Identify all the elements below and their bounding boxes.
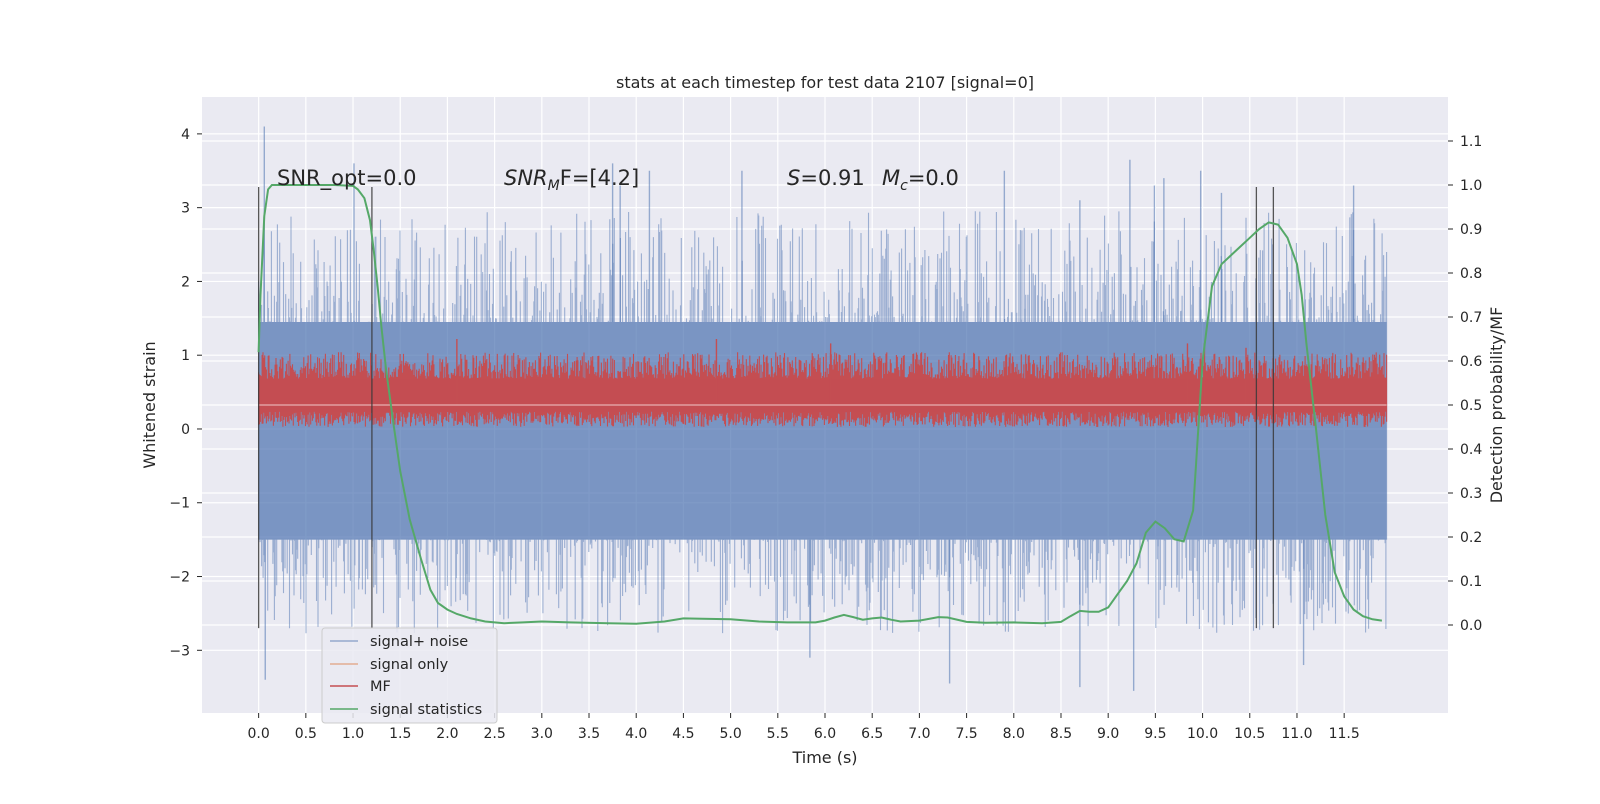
legend: signal+ noise signal only MF signal stat… [321,627,498,724]
x-tick-label: 0.0 [248,726,270,742]
mf-series [258,339,1388,427]
y-right-tick-label: 1.1 [1460,134,1482,150]
annotation-snr-opt: SNR_opt=0.0 [277,166,417,191]
y-left-tick-label: −1 [169,496,190,512]
y-right-tick-label: 0.9 [1460,222,1482,238]
legend-box [321,627,498,724]
y-right-tick-label: 0.1 [1460,574,1482,590]
statistics-line [257,184,1383,625]
y-right-tick-label: 0.6 [1460,354,1482,370]
y-left-tick-label: −3 [169,643,190,659]
vertical-markers [257,187,1275,629]
y-left-tick-label: 2 [181,274,190,290]
snr-mf-prefix: SNR [504,166,548,190]
s-value: =0.91 [800,166,864,190]
mc-label: M [882,166,900,190]
x-tick-label: 8.5 [1050,726,1072,742]
annotation-snr-mf: SNRMF=[4.2] [504,166,639,194]
x-tick-label: 6.0 [814,726,836,742]
x-tick-label: 2.5 [483,726,505,742]
x-axis-label: Time (s) [791,748,857,767]
x-tick-label: 10.5 [1234,726,1265,742]
x-tick-label: 9.0 [1097,726,1119,742]
x-tick-label: 9.5 [1144,726,1166,742]
x-tick-label: 4.5 [672,726,694,742]
x-tick-label: 1.0 [342,726,364,742]
y-left-tick-label: −2 [169,570,190,586]
statistics-series [257,184,1383,625]
annotation-s: S=0.91 [787,166,865,190]
x-tick-label: 11.0 [1281,726,1312,742]
y-axis-label-left: Whitened strain [140,341,159,468]
y-left-tick-label: 3 [181,201,190,217]
mf-core-band [258,378,1387,412]
x-tick-label: 6.5 [861,726,883,742]
x-tick-label: 11.5 [1329,726,1360,742]
y-right-tick-label: 0.2 [1460,530,1482,546]
y-right-tick-label: 1.0 [1460,178,1482,194]
x-tick-label: 7.0 [908,726,930,742]
y-right-tick-label: 0.4 [1460,442,1482,458]
legend-label-signal: signal only [370,657,449,673]
legend-label-noise: signal+ noise [370,634,468,650]
y-left-tick-label: 0 [181,422,190,438]
y-right-tick-label: 0.7 [1460,310,1482,326]
y-left-tick-label: 1 [181,348,190,364]
x-tick-label: 3.5 [578,726,600,742]
y-axis-label-right: Detection probability/MF [1487,307,1506,504]
snr-mf-suffix: F=[4.2] [560,166,639,190]
x-tick-label: 5.0 [719,726,741,742]
x-tick-label: 8.0 [1003,726,1025,742]
legend-label-statistics: signal statistics [370,702,482,718]
tick-layer: 0.0 0.5 1.0 1.5 2.0 2.5 3.0 3.5 4.0 4.5 5.0 5.5 6.0 6… [169,127,1482,742]
x-tick-label: 1.5 [389,726,411,742]
x-tick-label: 4.0 [625,726,647,742]
x-tick-label: 2.0 [436,726,458,742]
x-tick-label: 10.0 [1187,726,1218,742]
s-label: S [787,166,800,190]
x-tick-label: 3.0 [531,726,553,742]
annotation-mc: Mc=0.0 [882,166,959,194]
mc-sub: c [900,178,908,194]
y-left-tick-label: 4 [181,127,190,143]
x-tick-label: 7.5 [955,726,977,742]
legend-label-mf: MF [370,679,391,695]
x-tick-label: 0.5 [295,726,317,742]
y-right-tick-label: 0.8 [1460,266,1482,282]
snr-mf-sub: M [548,178,560,194]
y-right-tick-label: 0.5 [1460,398,1482,414]
y-right-tick-label: 0.0 [1460,618,1482,634]
mc-value: =0.0 [908,166,959,190]
y-right-tick-label: 0.3 [1460,486,1482,502]
chart-title: stats at each timestep for test data 210… [616,73,1034,92]
x-tick-label: 5.5 [767,726,789,742]
